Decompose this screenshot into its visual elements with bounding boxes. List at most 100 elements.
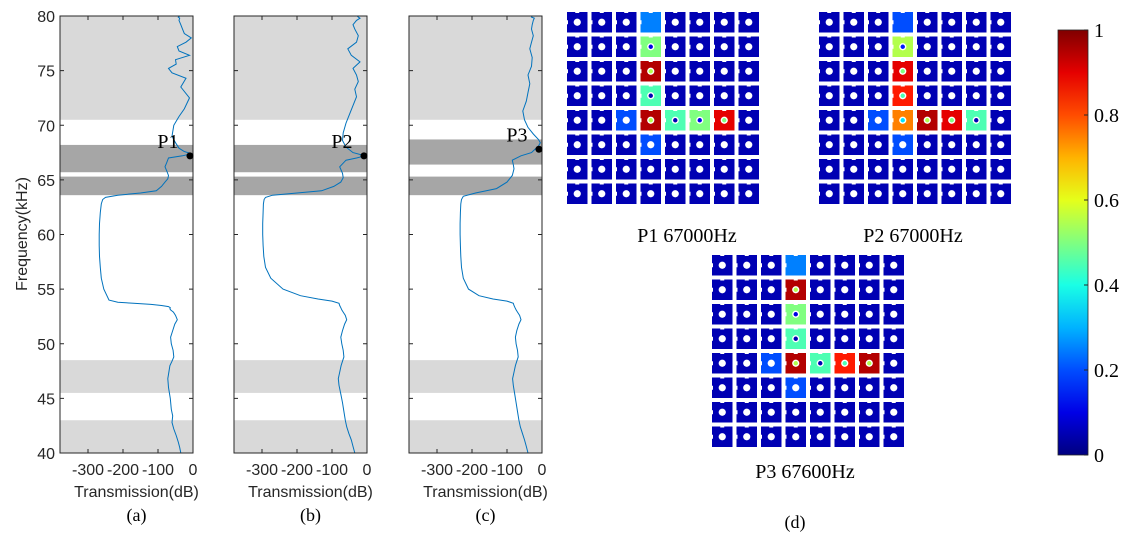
resonator-hole <box>598 190 606 198</box>
grid-connector <box>938 191 943 196</box>
resonator-hole <box>671 43 679 51</box>
grid-connector <box>575 58 580 62</box>
grid-connector <box>856 336 860 341</box>
grid-connector <box>914 44 918 49</box>
grid-connector <box>900 131 905 136</box>
resonator-hole <box>825 18 833 26</box>
grid-connector <box>963 20 967 25</box>
grid-connector <box>963 118 967 123</box>
grid-connector <box>842 350 847 354</box>
grid-connector <box>782 410 787 415</box>
resonator-hole <box>816 310 824 318</box>
line-panel-3: -300 -200 -100 0 Transmission(dB) (c) P3 <box>408 15 548 526</box>
grid-connector <box>662 93 666 98</box>
grid-connector <box>686 142 691 147</box>
grid-connector <box>807 287 811 292</box>
resonator-hole <box>718 359 726 367</box>
grid-connector <box>575 33 580 38</box>
grid-connector <box>827 131 832 136</box>
resonator-hole <box>850 67 858 75</box>
grid-connector <box>807 385 811 390</box>
grid-connector <box>865 20 869 25</box>
grid-connector <box>880 336 885 341</box>
grid-connector <box>697 180 702 185</box>
grid-connector <box>827 9 832 13</box>
grid-connector <box>831 263 836 268</box>
grid-connector <box>949 156 954 160</box>
field-map-1: P1 67000Hz <box>564 9 759 247</box>
grid-connector <box>613 93 617 98</box>
resonator-hole <box>874 141 882 149</box>
grid-connector <box>564 118 568 123</box>
grid-connector <box>793 423 798 428</box>
resonator-hole <box>718 310 726 318</box>
resonator-hole <box>816 433 824 441</box>
resonator-hole <box>890 433 898 441</box>
resonator-hole <box>767 408 775 416</box>
grid-connector <box>818 325 823 330</box>
grid-connector <box>662 191 666 196</box>
grid-connector <box>782 336 787 341</box>
grid-connector <box>588 93 593 98</box>
resonator-hole <box>899 190 907 198</box>
grid-connector <box>782 361 787 366</box>
field-cell <box>892 12 913 33</box>
y-tick-label: 80 <box>37 9 55 26</box>
field-cell <box>785 255 806 276</box>
resonator-core <box>925 118 930 123</box>
grid-connector <box>662 167 666 172</box>
grid-connector <box>963 142 967 147</box>
resonator-hole <box>972 190 980 198</box>
grid-connector <box>851 82 856 87</box>
grid-connector <box>744 423 749 428</box>
grid-connector <box>816 118 820 123</box>
grid-connector <box>816 93 820 98</box>
dark-gray-band <box>409 176 542 196</box>
resonator-hole <box>745 141 753 149</box>
resonator-hole <box>850 116 858 124</box>
grid-connector <box>720 374 725 379</box>
grid-connector <box>816 191 820 196</box>
grid-connector <box>711 20 715 25</box>
grid-connector <box>733 361 738 366</box>
grid-connector <box>697 107 702 111</box>
resonator-hole <box>745 116 753 124</box>
grid-connector <box>793 350 798 354</box>
resonator-hole <box>923 141 931 149</box>
field-map-2: P2 67000Hz <box>816 9 1011 247</box>
grid-connector <box>782 287 787 292</box>
grid-connector <box>856 287 860 292</box>
y-tick-label: 65 <box>37 173 55 190</box>
grid-connector <box>662 142 666 147</box>
grid-connector <box>648 58 653 62</box>
point-marker <box>360 152 368 160</box>
grid-connector <box>575 9 580 13</box>
resonator-hole <box>997 43 1005 51</box>
grid-connector <box>949 58 954 62</box>
grid-connector <box>974 82 979 87</box>
grid-connector <box>722 58 727 62</box>
grid-connector <box>816 142 820 147</box>
grid-connector <box>831 434 836 439</box>
grid-connector <box>769 325 774 330</box>
resonator-hole <box>923 18 931 26</box>
grid-connector <box>880 287 885 292</box>
resonator-hole <box>743 286 751 294</box>
grid-connector <box>974 9 979 13</box>
grid-connector <box>599 107 604 111</box>
dark-gray-band <box>60 144 193 173</box>
transmission-series-line <box>98 15 194 454</box>
grid-connector <box>697 131 702 136</box>
grid-connector <box>673 180 678 185</box>
grid-connector <box>624 82 629 87</box>
grid-connector <box>613 191 617 196</box>
resonator-hole <box>622 116 630 124</box>
grid-connector <box>575 180 580 185</box>
resonator-hole <box>622 43 630 51</box>
grid-connector <box>831 361 836 366</box>
grid-connector <box>613 20 617 25</box>
grid-connector <box>880 361 885 366</box>
grid-connector <box>925 9 930 13</box>
resonator-hole <box>573 141 581 149</box>
grid-connector <box>599 33 604 38</box>
